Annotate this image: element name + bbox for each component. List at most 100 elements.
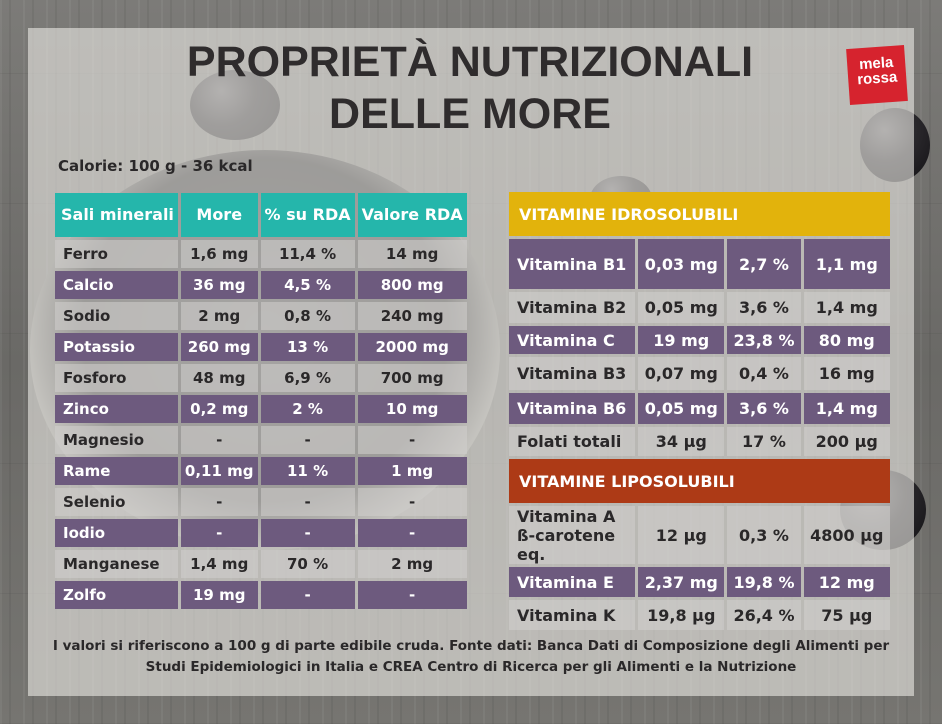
row-value: 0,05 mg <box>638 393 725 424</box>
header-cell: Sali minerali <box>55 193 178 237</box>
mineral-row: Calcio 36 mg 4,5 % 800 mg <box>55 271 467 299</box>
mineral-row: Potassio 260 mg 13 % 2000 mg <box>55 333 467 361</box>
minerals-table: Sali minerali More % su RDA Valore RDA F… <box>52 190 470 612</box>
footnote-line-1: I valori si riferiscono a 100 g di parte… <box>52 638 890 654</box>
header-cell: % su RDA <box>260 193 355 237</box>
row-label: Vitamina E <box>509 567 636 597</box>
title-line-2: DELLE MORE <box>329 90 611 138</box>
row-value: - <box>357 426 467 454</box>
row-value: - <box>357 581 467 609</box>
row-value: 17 % <box>727 427 801 456</box>
row-value: 200 µg <box>803 427 890 456</box>
row-value: 3,6 % <box>727 292 801 323</box>
row-value: 2 % <box>260 395 355 423</box>
mineral-row: Iodio - - - <box>55 519 467 547</box>
row-label: Fosforo <box>55 364 178 392</box>
mineral-row: Rame 0,11 mg 11 % 1 mg <box>55 457 467 485</box>
row-value: 11,4 % <box>260 240 355 268</box>
mineral-row: Magnesio - - - <box>55 426 467 454</box>
row-value: 80 mg <box>803 326 890 354</box>
row-value: 48 mg <box>180 364 258 392</box>
mineral-row: Manganese 1,4 mg 70 % 2 mg <box>55 550 467 578</box>
row-label: Vitamina K <box>509 600 636 630</box>
row-value: 2,37 mg <box>638 567 725 597</box>
row-value: 75 µg <box>803 600 890 630</box>
row-value: 1,4 mg <box>180 550 258 578</box>
row-value: 19 mg <box>180 581 258 609</box>
row-value: 0,07 mg <box>638 357 725 390</box>
row-value: 19,8 % <box>727 567 801 597</box>
row-value: 1,4 mg <box>803 393 890 424</box>
row-label: Vitamina C <box>509 326 636 354</box>
row-value: - <box>357 519 467 547</box>
mineral-row: Sodio 2 mg 0,8 % 240 mg <box>55 302 467 330</box>
row-value: - <box>260 426 355 454</box>
vitamin-row: Vitamina E 2,37 mg 19,8 % 12 mg <box>509 567 890 597</box>
water-soluble-header-label: VITAMINE IDROSOLUBILI <box>509 192 890 236</box>
row-label: Calcio <box>55 271 178 299</box>
mineral-row: Ferro 1,6 mg 11,4 % 14 mg <box>55 240 467 268</box>
row-value: - <box>260 581 355 609</box>
header-cell: More <box>180 193 258 237</box>
row-value: 19 mg <box>638 326 725 354</box>
row-value: 0,8 % <box>260 302 355 330</box>
row-value: - <box>180 519 258 547</box>
row-value: - <box>260 519 355 547</box>
row-label: Zolfo <box>55 581 178 609</box>
row-value: 1,6 mg <box>180 240 258 268</box>
row-value: 1,4 mg <box>803 292 890 323</box>
row-label: Magnesio <box>55 426 178 454</box>
row-value: 14 mg <box>357 240 467 268</box>
fat-soluble-header-label: VITAMINE LIPOSOLUBILI <box>509 459 890 503</box>
source-footnote: I valori si riferiscono a 100 g di parte… <box>40 636 902 678</box>
title-line-1: PROPRIETÀ NUTRIZIONALI <box>186 38 754 86</box>
fat-soluble-header: VITAMINE LIPOSOLUBILI <box>509 459 890 503</box>
row-value: 1,1 mg <box>803 239 890 289</box>
vitamin-row: Vitamina A ß-carotene eq. 12 µg 0,3 % 4800 … <box>509 506 890 564</box>
mineral-row: Selenio - - - <box>55 488 467 516</box>
vitamin-row: Vitamina B3 0,07 mg 0,4 % 16 mg <box>509 357 890 390</box>
vitamin-row: Vitamina B1 0,03 mg 2,7 % 1,1 mg <box>509 239 890 289</box>
row-value: 19,8 µg <box>638 600 725 630</box>
vitamin-row: Vitamina C 19 mg 23,8 % 80 mg <box>509 326 890 354</box>
row-value: 13 % <box>260 333 355 361</box>
footnote-line-2: Studi Epidemiologici in Italia e CREA Ce… <box>145 659 797 675</box>
row-value: 0,11 mg <box>180 457 258 485</box>
row-label: Potassio <box>55 333 178 361</box>
row-value: 1 mg <box>357 457 467 485</box>
row-label: Folati totali <box>509 427 636 456</box>
row-value: 6,9 % <box>260 364 355 392</box>
row-value: 0,05 mg <box>638 292 725 323</box>
row-value: 0,4 % <box>727 357 801 390</box>
row-label: Iodio <box>55 519 178 547</box>
row-value: 260 mg <box>180 333 258 361</box>
vitamins-table: VITAMINE IDROSOLUBILI Vitamina B1 0,03 mg 2… <box>506 189 893 633</box>
row-label: Selenio <box>55 488 178 516</box>
page-title: PROPRIETÀ NUTRIZIONALI DELLE MORE <box>100 36 840 140</box>
water-soluble-header: VITAMINE IDROSOLUBILI <box>509 192 890 236</box>
row-value: 16 mg <box>803 357 890 390</box>
row-label: Rame <box>55 457 178 485</box>
header-cell: Valore RDA <box>357 193 467 237</box>
vitamin-row: Folati totali 34 µg 17 % 200 µg <box>509 427 890 456</box>
row-label: Vitamina B2 <box>509 292 636 323</box>
row-value: - <box>357 488 467 516</box>
row-label: Sodio <box>55 302 178 330</box>
row-value: 2000 mg <box>357 333 467 361</box>
row-value: 240 mg <box>357 302 467 330</box>
logo-line-2: rossa <box>856 68 898 89</box>
row-value: - <box>180 488 258 516</box>
vitamin-row: Vitamina K 19,8 µg 26,4 % 75 µg <box>509 600 890 630</box>
vitamin-row: Vitamina B2 0,05 mg 3,6 % 1,4 mg <box>509 292 890 323</box>
row-value: 2,7 % <box>727 239 801 289</box>
row-value: - <box>180 426 258 454</box>
row-value: - <box>260 488 355 516</box>
row-label: Vitamina B3 <box>509 357 636 390</box>
row-value: 800 mg <box>357 271 467 299</box>
row-value: 3,6 % <box>727 393 801 424</box>
calorie-info: Calorie: 100 g - 36 kcal <box>58 157 253 175</box>
row-value: 11 % <box>260 457 355 485</box>
row-value: 12 mg <box>803 567 890 597</box>
row-value: 26,4 % <box>727 600 801 630</box>
row-value: 2 mg <box>357 550 467 578</box>
